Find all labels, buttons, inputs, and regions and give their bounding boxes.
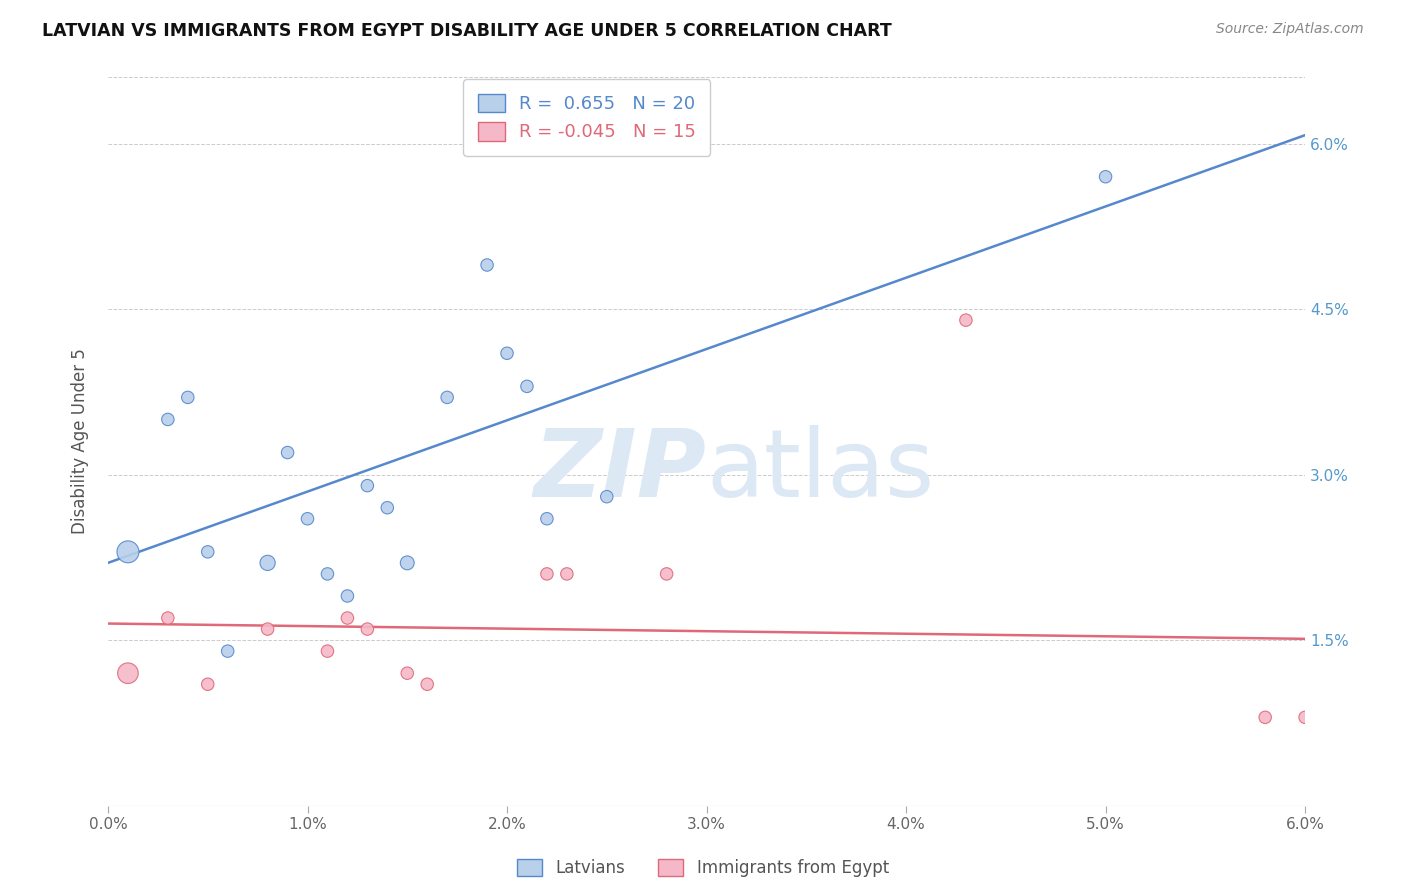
Point: [536, 566, 558, 581]
Point: [475, 258, 498, 272]
Point: [536, 512, 558, 526]
Point: [156, 412, 179, 426]
Point: [356, 622, 378, 636]
Point: [555, 566, 578, 581]
Text: ZIP: ZIP: [534, 425, 707, 516]
Point: [256, 556, 278, 570]
Text: Source: ZipAtlas.com: Source: ZipAtlas.com: [1216, 22, 1364, 37]
Point: [596, 490, 619, 504]
Point: [217, 644, 239, 658]
Point: [375, 500, 398, 515]
Point: [117, 545, 139, 559]
Point: [297, 512, 319, 526]
Point: [256, 622, 278, 636]
Point: [396, 666, 419, 681]
Point: [316, 644, 339, 658]
Point: [316, 566, 339, 581]
Text: atlas: atlas: [707, 425, 935, 516]
Point: [1094, 169, 1116, 184]
Point: [336, 611, 359, 625]
Point: [197, 677, 219, 691]
Point: [1254, 710, 1277, 724]
Point: [396, 556, 419, 570]
Point: [516, 379, 538, 393]
Point: [955, 313, 977, 327]
Point: [197, 545, 219, 559]
Point: [1294, 710, 1316, 724]
Point: [496, 346, 519, 360]
Legend: R =  0.655   N = 20, R = -0.045   N = 15: R = 0.655 N = 20, R = -0.045 N = 15: [463, 79, 710, 156]
Point: [277, 445, 299, 459]
Point: [416, 677, 439, 691]
Text: LATVIAN VS IMMIGRANTS FROM EGYPT DISABILITY AGE UNDER 5 CORRELATION CHART: LATVIAN VS IMMIGRANTS FROM EGYPT DISABIL…: [42, 22, 891, 40]
Y-axis label: Disability Age Under 5: Disability Age Under 5: [72, 349, 89, 534]
Point: [655, 566, 678, 581]
Point: [436, 391, 458, 405]
Legend: Latvians, Immigrants from Egypt: Latvians, Immigrants from Egypt: [510, 852, 896, 884]
Point: [356, 478, 378, 492]
Point: [177, 391, 200, 405]
Point: [336, 589, 359, 603]
Point: [117, 666, 139, 681]
Point: [156, 611, 179, 625]
